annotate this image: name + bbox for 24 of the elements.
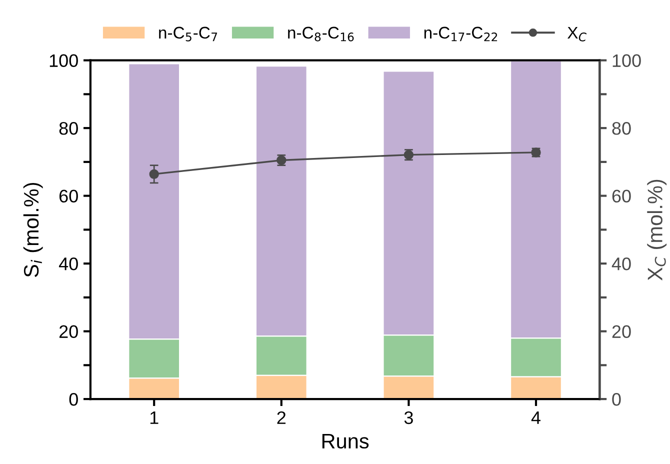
point bbox=[149, 169, 159, 179]
legend-label: n-C$_{17}$-C$_{22}$ bbox=[424, 26, 498, 42]
x-axis-title: Runs bbox=[322, 434, 369, 449]
x-tick-label: 2 bbox=[277, 411, 286, 424]
y2-tick-label: 60 bbox=[612, 190, 631, 203]
y2-tick-label: 40 bbox=[612, 257, 631, 270]
y-axis-title: S$_{i}$ (mol.%) bbox=[23, 182, 43, 277]
legend-label: n-C$_{5}$-C$_{7}$ bbox=[159, 26, 218, 42]
y2-tick-label: 100 bbox=[612, 54, 641, 68]
y-tick-label: 20 bbox=[59, 325, 78, 338]
y-tick-label: 100 bbox=[50, 54, 78, 68]
y-tick-label: 40 bbox=[58, 257, 78, 270]
legend-label: X$_{C}$ bbox=[568, 26, 587, 42]
y2-axis-title: X$_{C}$ (mol.%) bbox=[647, 180, 667, 280]
y-tick-label: 0 bbox=[69, 392, 78, 406]
y-tick-label: 80 bbox=[59, 122, 78, 135]
x-tick-label: 4 bbox=[531, 412, 540, 424]
legend-label: n-C$_{8}$-C$_{16}$ bbox=[288, 26, 354, 42]
x-tick-label: 3 bbox=[404, 411, 413, 424]
y2-tick-label: 80 bbox=[612, 122, 631, 135]
x-tick-label: 1 bbox=[150, 412, 158, 424]
y2-tick-label: 20 bbox=[612, 325, 631, 338]
y2-tick-label: 0 bbox=[612, 392, 621, 406]
y-tick-label: 60 bbox=[59, 190, 78, 203]
